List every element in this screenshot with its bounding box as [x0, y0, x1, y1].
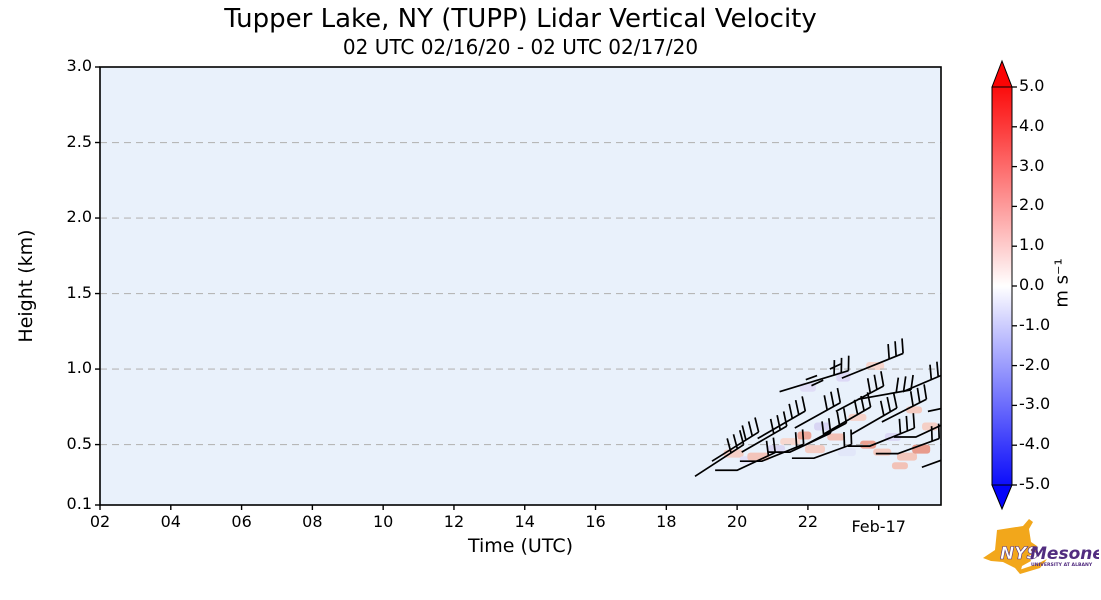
ny-state-shape-icon — [983, 519, 1047, 574]
x-tick-label: 20 — [726, 512, 748, 531]
wind-barb — [851, 393, 898, 435]
velocity-patch — [827, 433, 846, 441]
colorbar-tick-label: 5.0 — [1019, 76, 1045, 95]
colorbar-tick-label: -1.0 — [1019, 314, 1051, 334]
x-tick-label: 18 — [656, 512, 677, 531]
chart-subtitle: 02 UTC 02/16/20 - 02 UTC 02/17/20 — [342, 35, 699, 59]
velocity-patch — [837, 448, 856, 457]
tick-marks — [95, 66, 880, 510]
y-tick-label: 3.0 — [66, 56, 92, 75]
x-tick-label: 02 — [89, 512, 111, 531]
y-tick-label: 2.0 — [66, 207, 92, 227]
wind-barb — [881, 384, 928, 423]
wind-barb — [805, 374, 818, 381]
velocity-patch — [780, 438, 801, 446]
x-tick-label: 14 — [514, 512, 535, 531]
wind-barb — [791, 429, 853, 460]
wind-barb — [841, 338, 904, 379]
wind-barb — [694, 430, 745, 478]
velocity-patch — [848, 413, 867, 421]
y-tick-label: 2.5 — [66, 131, 92, 151]
colorbar-tick-label: 2.0 — [1019, 195, 1045, 215]
velocity-patch — [767, 445, 786, 454]
y-tick-label: 1.0 — [66, 358, 92, 378]
wind-barb — [823, 392, 872, 435]
chart-title: Tupper Lake, NY (TUPP) Lidar Vertical Ve… — [224, 4, 817, 34]
wind-barb — [927, 407, 941, 413]
wind-barb — [893, 424, 941, 438]
x-axis-label: Time (UTC) — [467, 535, 574, 557]
wind-barb — [857, 374, 914, 401]
velocity-patch — [804, 445, 825, 454]
logo-mesonet-text: Mesonet — [1030, 544, 1099, 564]
velocity-patch — [866, 362, 885, 371]
wind-barb — [847, 413, 916, 447]
wind-barb — [757, 396, 807, 440]
nys-mesonet-logo: NYS Mesonet UNIVERSITY AT ALBANY — [983, 519, 1099, 574]
colorbar — [991, 59, 1017, 511]
x-tick-label: 16 — [585, 512, 606, 531]
colorbar-extend-up-arrow-icon — [991, 59, 1013, 88]
x-tick-label: 10 — [372, 512, 394, 531]
colorbar-tick-label: 0.0 — [1019, 275, 1045, 294]
colorbar-tick-label: -5.0 — [1019, 474, 1051, 493]
axes-frame — [99, 66, 942, 506]
logo-nys-text: NYS — [1000, 544, 1039, 564]
colorbar-tick-label: -4.0 — [1019, 434, 1051, 454]
logo-tagline-text: UNIVERSITY AT ALBANY — [1031, 562, 1093, 568]
wind-barb — [902, 361, 941, 393]
velocity-patch — [922, 422, 939, 431]
wind-barb — [715, 437, 777, 472]
colorbar-bar — [991, 86, 1013, 486]
y-tick-label: 1.5 — [66, 282, 92, 302]
x-tick-label: 08 — [302, 512, 323, 531]
wind-barb — [794, 387, 842, 429]
colorbar-tick-label: 1.0 — [1019, 235, 1045, 255]
velocity-patch — [873, 448, 892, 456]
velocity-patch — [906, 406, 923, 414]
x-tick-label: 06 — [231, 512, 252, 531]
colorbar-tick-label: -3.0 — [1019, 394, 1051, 414]
colorbar-extend-down-arrow-icon — [991, 484, 1013, 511]
x-tick-label: 22 — [797, 512, 819, 531]
y-tick-label: 0.5 — [66, 433, 92, 453]
wind-barbs-layer — [694, 338, 941, 478]
wind-barb — [739, 429, 805, 463]
velocity-patch — [891, 462, 908, 470]
x-tick-label: 12 — [443, 512, 465, 531]
colorbar-tick-label: -2.0 — [1019, 354, 1051, 374]
wind-barb — [811, 379, 824, 387]
velocity-patch — [797, 431, 812, 440]
wind-barb — [779, 355, 850, 393]
wind-barb — [711, 417, 760, 462]
x-tick-label: 04 — [160, 512, 181, 531]
y-axis-label: Height (km) — [15, 229, 37, 343]
x-tick-label-date: Feb-17 — [851, 517, 906, 536]
colorbar-tick-label: 4.0 — [1019, 115, 1045, 135]
y-tick-label: 0.1 — [66, 494, 92, 513]
wind-barb — [829, 363, 842, 370]
wind-barb — [741, 411, 788, 453]
colorbar-tick-label: 3.0 — [1019, 155, 1045, 175]
velocity-patch — [897, 452, 918, 461]
